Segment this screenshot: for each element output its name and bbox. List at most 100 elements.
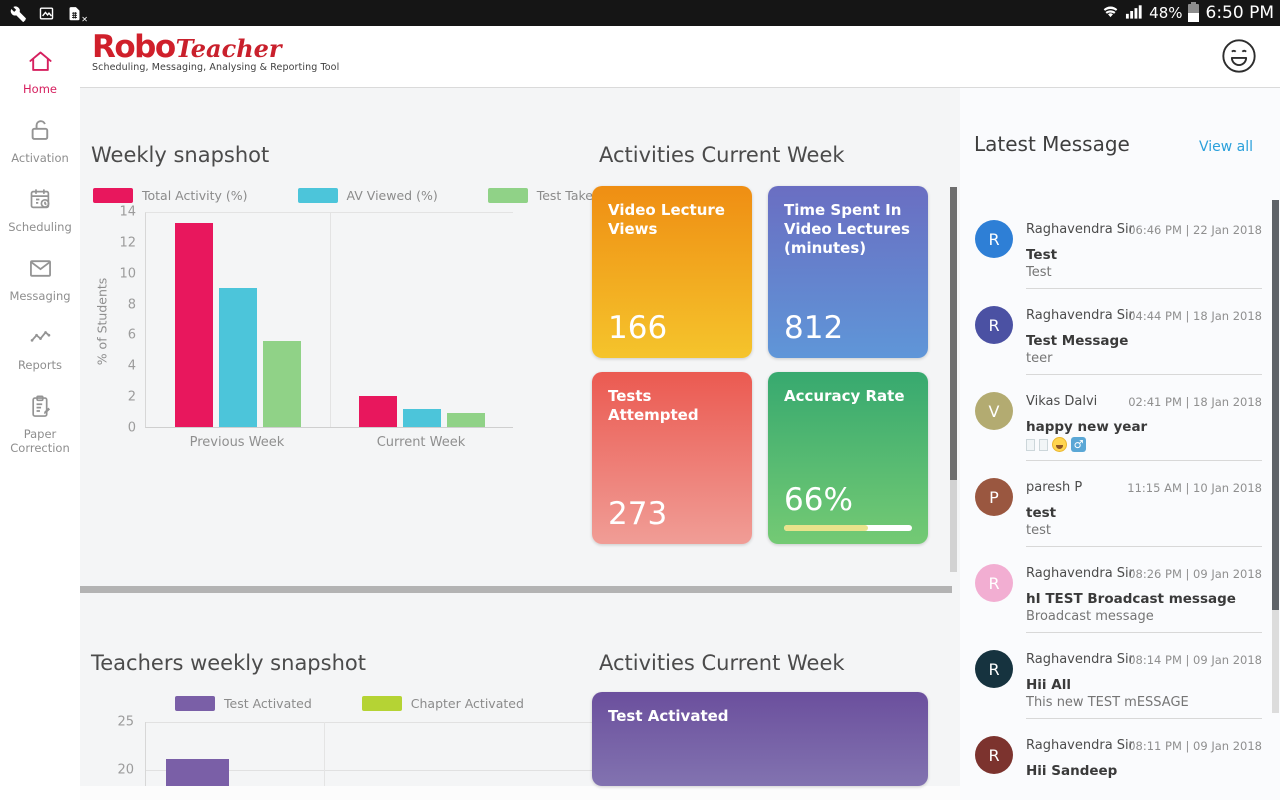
message-subject: hI TEST Broadcast message bbox=[1026, 591, 1236, 607]
message-divider bbox=[1026, 460, 1262, 461]
clipboard-pencil-icon bbox=[27, 395, 54, 424]
message-sender: Raghavendra Sir bbox=[1026, 308, 1135, 323]
battery-percent: 48% bbox=[1149, 4, 1183, 22]
sidebar-item-scheduling[interactable]: Scheduling bbox=[0, 186, 80, 255]
message-preview: test bbox=[1026, 523, 1051, 538]
gridline-25 bbox=[145, 722, 905, 723]
message-divider bbox=[1026, 546, 1262, 547]
male-sign-emoji-badge: ♂ bbox=[1071, 437, 1086, 452]
y-tick-20: 20 bbox=[117, 762, 134, 778]
stat-card-accuracy-rate[interactable]: Accuracy Rate 66% bbox=[768, 372, 928, 544]
card-value: 66% bbox=[784, 482, 853, 518]
viewport-clip-strip bbox=[80, 786, 960, 800]
card-value: 273 bbox=[608, 496, 668, 532]
message-item[interactable]: V Vikas Dalvi 02:41 PM | 18 Jan 2018 happy … bbox=[960, 392, 1280, 478]
teachers-weekly-snapshot-title: Teachers weekly snapshot bbox=[91, 651, 366, 675]
sidebar-item-home[interactable]: Home bbox=[0, 48, 80, 117]
message-item[interactable]: R Raghavendra Sir 08:26 PM | 09 Jan 2018 hI… bbox=[960, 564, 1280, 650]
view-all-link[interactable]: View all bbox=[1198, 139, 1253, 155]
message-preview: This new TEST mESSAGE bbox=[1026, 695, 1189, 710]
message-subject: Test bbox=[1026, 247, 1058, 263]
avatar: R bbox=[975, 650, 1013, 688]
sidebar-item-label: Home bbox=[23, 82, 57, 96]
message-datetime: 02:41 PM | 18 Jan 2018 bbox=[1128, 395, 1262, 409]
weekly-chart-legend: Total Activity (%) AV Viewed (%) Test Ta… bbox=[93, 188, 677, 203]
logo-text-robo: Robo bbox=[92, 29, 176, 65]
message-sender: Raghavendra Sir bbox=[1026, 652, 1135, 667]
sidebar-item-activation[interactable]: Activation bbox=[0, 117, 80, 186]
message-item[interactable]: R Raghavendra Sir 08:11 PM | 09 Jan 2018 Hi… bbox=[960, 736, 1280, 800]
wrench-icon bbox=[10, 5, 27, 22]
smiley-feedback-icon[interactable] bbox=[1220, 37, 1258, 75]
weekly-chart-plot bbox=[145, 212, 513, 428]
accuracy-progress-fill bbox=[784, 525, 869, 531]
message-subject: happy new year bbox=[1026, 419, 1148, 435]
main-scrollbar-thumb[interactable] bbox=[950, 187, 957, 480]
bar-total-activity bbox=[358, 396, 397, 427]
weekly-snapshot-title: Weekly snapshot bbox=[91, 143, 270, 167]
legend-swatch-test-taken bbox=[487, 188, 528, 203]
card-title: Accuracy Rate bbox=[784, 387, 905, 405]
screenshot-icon bbox=[38, 5, 55, 22]
avatar: R bbox=[975, 306, 1013, 344]
message-sender: Raghavendra Sir bbox=[1026, 566, 1135, 581]
y-tick: 0 bbox=[127, 420, 136, 436]
accuracy-progress-track bbox=[784, 525, 912, 531]
sidebar-item-paper-correction[interactable]: Paper Correction bbox=[0, 393, 80, 462]
vertical-gridline bbox=[324, 722, 325, 786]
message-item[interactable]: R Raghavendra Sir 06:46 PM | 22 Jan 2018 Te… bbox=[960, 220, 1280, 306]
logo-text-teacher: Teacher bbox=[175, 34, 282, 63]
stat-card-tests-attempted[interactable]: Tests Attempted 273 bbox=[592, 372, 752, 544]
sidebar-item-label: Activation bbox=[11, 151, 69, 165]
message-datetime: 08:14 PM | 09 Jan 2018 bbox=[1128, 653, 1262, 667]
message-subject: Test Message bbox=[1026, 333, 1129, 349]
sidebar-item-reports[interactable]: Reports bbox=[0, 324, 80, 393]
bar-av-viewed bbox=[218, 288, 257, 427]
activities-current-week-title-2: Activities Current Week bbox=[599, 651, 845, 675]
card-value: 166 bbox=[608, 310, 668, 346]
android-status-bar: ✕ 48% 6:50 PM bbox=[0, 0, 1280, 26]
main-content: Weekly snapshot Activities Current Week … bbox=[80, 88, 960, 800]
activities-current-week-title: Activities Current Week bbox=[599, 143, 845, 167]
sidebar-item-messaging[interactable]: Messaging bbox=[0, 255, 80, 324]
legend-swatch-chapter-activated bbox=[361, 696, 402, 711]
message-sender: Vikas Dalvi bbox=[1026, 394, 1098, 409]
legend-swatch-av-viewed bbox=[297, 188, 338, 203]
bar-total-activity bbox=[174, 223, 213, 427]
y-tick: 12 bbox=[119, 235, 136, 251]
legend-swatch-test-activated bbox=[175, 696, 215, 711]
message-item[interactable]: R Raghavendra Sir 08:14 PM | 09 Jan 2018 Hi… bbox=[960, 650, 1280, 736]
message-datetime: 08:26 PM | 09 Jan 2018 bbox=[1128, 567, 1262, 581]
stat-card-test-activated[interactable]: Test Activated bbox=[592, 692, 928, 786]
roboteacher-logo: Robo Teacher Scheduling, Messaging, Anal… bbox=[92, 31, 339, 73]
envelope-icon bbox=[27, 260, 54, 286]
teachers-chart-legend: Test Activated Chapter Activated bbox=[175, 696, 574, 711]
y-axis-line bbox=[145, 722, 146, 786]
message-sender: paresh P bbox=[1026, 480, 1083, 495]
message-sender: Raghavendra Sir bbox=[1026, 738, 1135, 753]
app-header: Robo Teacher Scheduling, Messaging, Anal… bbox=[80, 26, 1280, 88]
y-tick: 8 bbox=[127, 297, 136, 313]
legend-label-total-activity: Total Activity (%) bbox=[142, 188, 248, 203]
stat-card-time-spent[interactable]: Time Spent In Video Lectures (minutes) 8… bbox=[768, 186, 928, 358]
message-sender: Raghavendra Sir bbox=[1026, 222, 1135, 237]
stat-card-video-lecture-views[interactable]: Video Lecture Views 166 bbox=[592, 186, 752, 358]
legend-label-test-activated: Test Activated bbox=[224, 696, 312, 711]
panel-scrollbar-thumb[interactable] bbox=[1272, 200, 1279, 610]
bar-group-current-week bbox=[329, 213, 514, 427]
card-title: Time Spent In Video Lectures (minutes) bbox=[784, 201, 910, 257]
legend-label-av-viewed: AV Viewed (%) bbox=[346, 188, 438, 203]
x-axis-labels: Previous Week Current Week bbox=[145, 435, 513, 450]
gridline-20 bbox=[145, 770, 905, 771]
card-title: Test Activated bbox=[608, 707, 729, 725]
battery-icon bbox=[1187, 2, 1199, 22]
smiley-emoji bbox=[1052, 437, 1067, 452]
legend-label-chapter-activated: Chapter Activated bbox=[410, 696, 524, 711]
x-label-current-week: Current Week bbox=[376, 435, 466, 450]
avatar: P bbox=[975, 478, 1013, 516]
x-label-previous-week: Previous Week bbox=[189, 435, 285, 450]
message-item[interactable]: R Raghavendra Sir 04:44 PM | 18 Jan 2018 Te… bbox=[960, 306, 1280, 392]
y-tick-25: 25 bbox=[117, 714, 134, 730]
bar-test-activated bbox=[166, 758, 229, 786]
